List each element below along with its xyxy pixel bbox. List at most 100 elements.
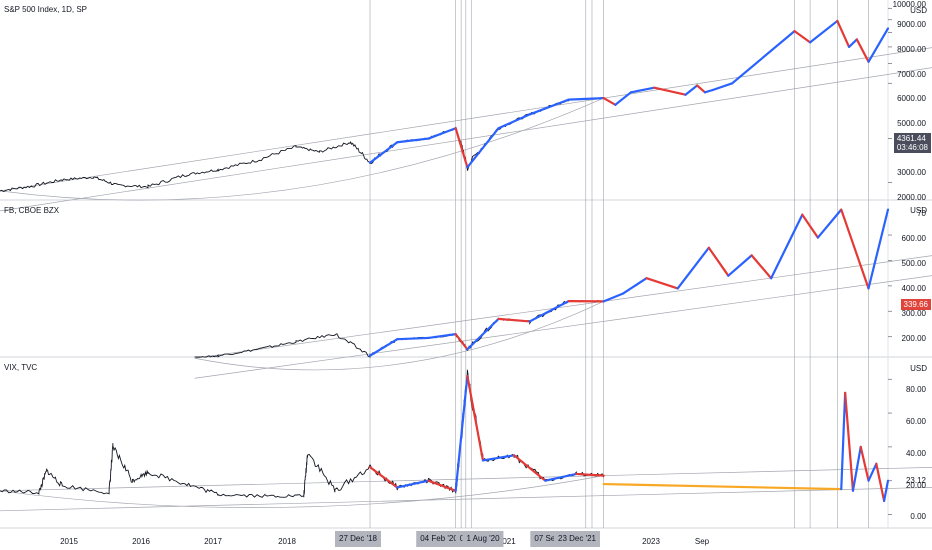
overlay-segment bbox=[731, 30, 796, 85]
trend-channel-line bbox=[0, 466, 932, 492]
vix-y-tick-label: 60.00 bbox=[905, 417, 926, 426]
vix-y-tick-label: 23.12 bbox=[905, 476, 926, 485]
spx-last-price-tag: 4361.44 03:46:08 bbox=[893, 133, 931, 153]
fb-y-tick-label: 300.00 bbox=[901, 309, 926, 318]
overlay-segment bbox=[481, 454, 516, 462]
fb-y-tick-label: 200.00 bbox=[901, 334, 926, 343]
spx-y-tick-label: 7000.00 bbox=[897, 70, 926, 79]
spx-countdown: 03:46:08 bbox=[896, 143, 928, 152]
x-highlight-label: 1 Aug '20 bbox=[462, 531, 504, 547]
fb-y-tick-label: 70 bbox=[917, 209, 926, 218]
overlay-segment bbox=[602, 292, 625, 303]
overlay-segment bbox=[867, 208, 890, 290]
overlay-segment bbox=[875, 462, 886, 503]
x-highlight-label: 23 Dec '21 bbox=[554, 531, 600, 547]
overlay-segment bbox=[816, 208, 843, 239]
fib-arc-curve bbox=[0, 97, 604, 201]
vix-y-tick-label: 20.00 bbox=[905, 481, 926, 490]
fb-y-tick-label: 400.00 bbox=[901, 284, 926, 293]
overlay-segment bbox=[528, 98, 570, 116]
overlay-segment bbox=[622, 277, 648, 295]
vix-unit: USD bbox=[909, 364, 928, 373]
overlay-segment bbox=[867, 462, 878, 482]
overlay-segment bbox=[883, 479, 890, 503]
fb-unit: USD bbox=[909, 206, 928, 215]
spx-y-tick-label: 6000.00 bbox=[897, 94, 926, 103]
overlay-segment bbox=[567, 96, 605, 101]
trend-channel-line bbox=[194, 275, 932, 379]
spx-y-tick-label: 2000.00 bbox=[897, 193, 926, 202]
overlay-segment bbox=[396, 336, 430, 341]
vix-y-tick-label: 40.00 bbox=[905, 449, 926, 458]
pane-2-plot bbox=[0, 369, 932, 515]
overlay-segment bbox=[840, 391, 847, 491]
price-series-line bbox=[0, 369, 605, 498]
pane-0-plot bbox=[0, 7, 932, 212]
overlay-segment bbox=[684, 84, 699, 96]
overlay-segment bbox=[497, 317, 531, 323]
overlay-segment bbox=[707, 246, 730, 277]
overlay-segment bbox=[840, 208, 870, 290]
overlay-segment bbox=[645, 277, 679, 290]
trend-channel-line bbox=[0, 67, 932, 212]
overlay-segment bbox=[851, 445, 862, 492]
vix-pane-title: VIX, TVC bbox=[4, 363, 38, 372]
x-tick-label: 2017 bbox=[204, 537, 222, 546]
pane-1-plot bbox=[194, 208, 932, 379]
spx-y-tick-label: 9000.00 bbox=[897, 20, 926, 29]
overlay-segment bbox=[653, 86, 687, 96]
overlay-segment bbox=[711, 82, 734, 92]
overlay-segment bbox=[368, 141, 399, 164]
overlay-segment bbox=[809, 19, 839, 44]
spx-y-tick-label: 5000.00 bbox=[897, 119, 926, 128]
overlay-segment bbox=[466, 317, 500, 351]
overlay-segment bbox=[750, 254, 773, 280]
vix-y-tick-label: 0.00 bbox=[910, 512, 926, 521]
fib-arc-curve bbox=[0, 475, 604, 508]
overlay-segment bbox=[454, 127, 469, 169]
overlay-segment bbox=[844, 391, 855, 492]
fb-pane-title: FB, CBOE BZX bbox=[4, 206, 60, 215]
fb-y-tick-label: 600.00 bbox=[901, 234, 926, 243]
overlay-segment bbox=[528, 299, 570, 323]
overlay-segment bbox=[454, 374, 469, 492]
overlay-segment bbox=[427, 127, 457, 140]
x-highlight-label: 27 Dec '18 bbox=[335, 531, 381, 547]
x-tick-label: 021 bbox=[502, 537, 516, 546]
x-tick-label: 2016 bbox=[132, 537, 150, 546]
x-tick-label: 2023 bbox=[642, 537, 660, 546]
overlay-segment bbox=[454, 333, 469, 351]
overlay-segment bbox=[801, 213, 819, 239]
overlay-segment bbox=[855, 38, 870, 63]
spx-last-price: 4361.44 bbox=[896, 134, 926, 143]
spx-y-tick-label: 3000.00 bbox=[897, 168, 926, 177]
overlay-segment bbox=[867, 27, 890, 63]
overlay-segment bbox=[466, 374, 485, 462]
spx-y-tick-label: 10000.00 bbox=[892, 0, 926, 9]
overlay-segment bbox=[513, 454, 547, 482]
overlay-segment bbox=[368, 466, 399, 489]
overlay-segment bbox=[859, 445, 870, 482]
overlay-segment bbox=[427, 479, 457, 492]
overlay-segment bbox=[396, 137, 430, 144]
overlay-segment bbox=[497, 113, 531, 130]
fib-arc-curve bbox=[194, 301, 604, 371]
x-highlight-label: 04 Feb '20 bbox=[416, 531, 462, 547]
overlay-segment bbox=[703, 88, 714, 94]
fb-y-tick-label: 500.00 bbox=[901, 259, 926, 268]
overlay-segment bbox=[836, 19, 851, 49]
overlay-segment bbox=[602, 96, 617, 106]
x-tick-label: 2015 bbox=[60, 537, 78, 546]
overlay-segment bbox=[396, 479, 430, 489]
overlay-segment bbox=[696, 84, 707, 94]
fb-last-price-tag: 339.66 bbox=[900, 299, 931, 310]
overlay-segment bbox=[427, 333, 457, 340]
overlay-segment bbox=[544, 472, 578, 482]
overlay-segment bbox=[575, 472, 605, 477]
overlay-segment bbox=[466, 127, 500, 169]
spx-unit: USD bbox=[909, 6, 928, 15]
overlay-segment bbox=[676, 246, 710, 290]
vix-y-tick-label: 80.00 bbox=[905, 385, 926, 394]
price-series-line bbox=[194, 299, 604, 358]
